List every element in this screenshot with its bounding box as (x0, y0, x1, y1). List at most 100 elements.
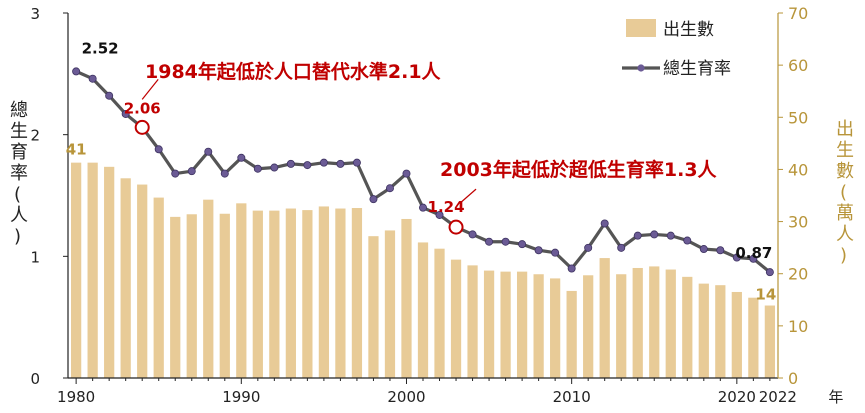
bar-2010 (566, 290, 577, 378)
bar-2003 (450, 259, 462, 378)
tfr-point-2004 (468, 230, 477, 239)
data-label-1980: 2.52 (82, 39, 119, 57)
bar-2004 (467, 265, 478, 378)
tfr-point-2022 (765, 268, 774, 277)
tfr-point-1999 (385, 184, 394, 193)
tfr-point-1992 (270, 163, 279, 172)
bar-1994 (302, 210, 313, 378)
tfr-point-1995 (319, 158, 328, 167)
bar-1980 (71, 162, 82, 378)
tfr-point-1985 (154, 145, 163, 154)
tfr-point-2021 (749, 254, 758, 263)
tfr-point-2012 (600, 219, 609, 228)
bar-1986 (170, 216, 181, 378)
y-right-title: 出生數(萬人) (836, 119, 854, 266)
tfr-point-2002 (435, 210, 444, 219)
bar-1983 (120, 178, 131, 378)
x-tick-label: 1990 (222, 388, 260, 406)
bar-2008 (533, 274, 544, 378)
bar-1985 (153, 197, 164, 378)
x-tick-label: 1980 (57, 388, 95, 406)
bar-1989 (219, 213, 230, 378)
bar-2021 (748, 297, 759, 378)
tfr-point-2006 (501, 237, 510, 246)
x-unit-label: 年 (828, 388, 843, 406)
bar-1993 (285, 208, 296, 378)
y-right-tick-label: 20 (788, 265, 808, 284)
data-label-2022: 14 (755, 286, 776, 304)
tfr-point-2007 (518, 240, 527, 249)
bar-2018 (698, 283, 709, 378)
y-right-tick-label: 30 (788, 213, 808, 232)
x-tick-label: 2000 (387, 388, 425, 406)
y-right-tick-label: 70 (788, 4, 808, 23)
bar-2016 (665, 269, 676, 378)
tfr-point-1987 (187, 167, 196, 176)
bar-2011 (583, 275, 594, 378)
legend-bar-swatch (626, 19, 656, 37)
tfr-point-1989 (220, 169, 229, 178)
bar-1981 (87, 162, 98, 378)
tfr-point-2014 (633, 231, 642, 240)
tfr-point-2000 (402, 169, 411, 178)
bar-1990 (236, 203, 247, 378)
tfr-point-2015 (650, 230, 659, 239)
tfr-point-1983 (121, 109, 130, 118)
tfr-point-1998 (369, 195, 378, 204)
tfr-point-1993 (286, 159, 295, 168)
bar-1991 (252, 210, 263, 378)
tfr-point-2001 (418, 203, 427, 212)
bar-2020 (731, 291, 742, 378)
tfr-point-2018 (699, 245, 708, 254)
data-label-1984: 2.06 (124, 99, 161, 117)
bar-1987 (186, 214, 197, 378)
bar-2006 (500, 271, 511, 378)
highlight-2003 (448, 219, 464, 235)
tfr-point-2005 (485, 237, 494, 246)
highlight-1984 (134, 119, 150, 135)
bar-1999 (384, 230, 396, 378)
y-left-tick-label: 0 (30, 370, 40, 388)
bar-1997 (351, 208, 363, 378)
data-labels: 2.52 2.06 1.24 0.87 41 14 (66, 39, 777, 303)
data-label-2022: 0.87 (735, 244, 772, 262)
y-left-tick-label: 1 (30, 248, 40, 266)
bar-2005 (483, 270, 495, 378)
bar-2009 (550, 278, 561, 378)
bar-2012 (599, 258, 610, 378)
bar-2015 (649, 266, 660, 378)
tfr-point-2019 (716, 246, 725, 255)
x-end-label: 2022 (759, 388, 797, 406)
tfr-point-2017 (683, 236, 692, 245)
tfr-point-1991 (253, 164, 262, 173)
annotations: 1984年起低於人口替代水準2.1人 2003年起低於超低生育率1.3人 (141, 60, 718, 204)
tfr-point-1997 (352, 158, 361, 167)
bar-2019 (715, 285, 726, 378)
y-left-tick-label: 2 (30, 127, 40, 145)
legend-bar-label: 出生數 (663, 20, 714, 40)
bar-2001 (417, 242, 429, 378)
bar-2007 (516, 271, 528, 378)
y-right-tick-label: 50 (788, 108, 808, 127)
line-series-tfr (72, 67, 774, 277)
tfr-point-1980 (72, 67, 81, 76)
legend-line-label: 總生育率 (663, 59, 731, 79)
tfr-point-2008 (534, 246, 543, 255)
y-left-tick-label: 3 (30, 5, 40, 23)
tfr-point-1994 (303, 161, 312, 170)
tfr-point-2013 (617, 243, 626, 252)
bar-1996 (335, 208, 346, 378)
y-left-title: 總生育率(人) (10, 100, 28, 247)
y-right-tick-label: 60 (788, 56, 808, 75)
annotation-leader (459, 188, 477, 204)
y-right-tick-label: 10 (788, 317, 808, 336)
bar-1998 (368, 236, 379, 378)
bar-series-births (71, 162, 775, 378)
bar-2013 (616, 274, 627, 378)
bar-1982 (104, 166, 115, 378)
tfr-point-1996 (336, 159, 345, 168)
annotation-leader (141, 78, 159, 100)
